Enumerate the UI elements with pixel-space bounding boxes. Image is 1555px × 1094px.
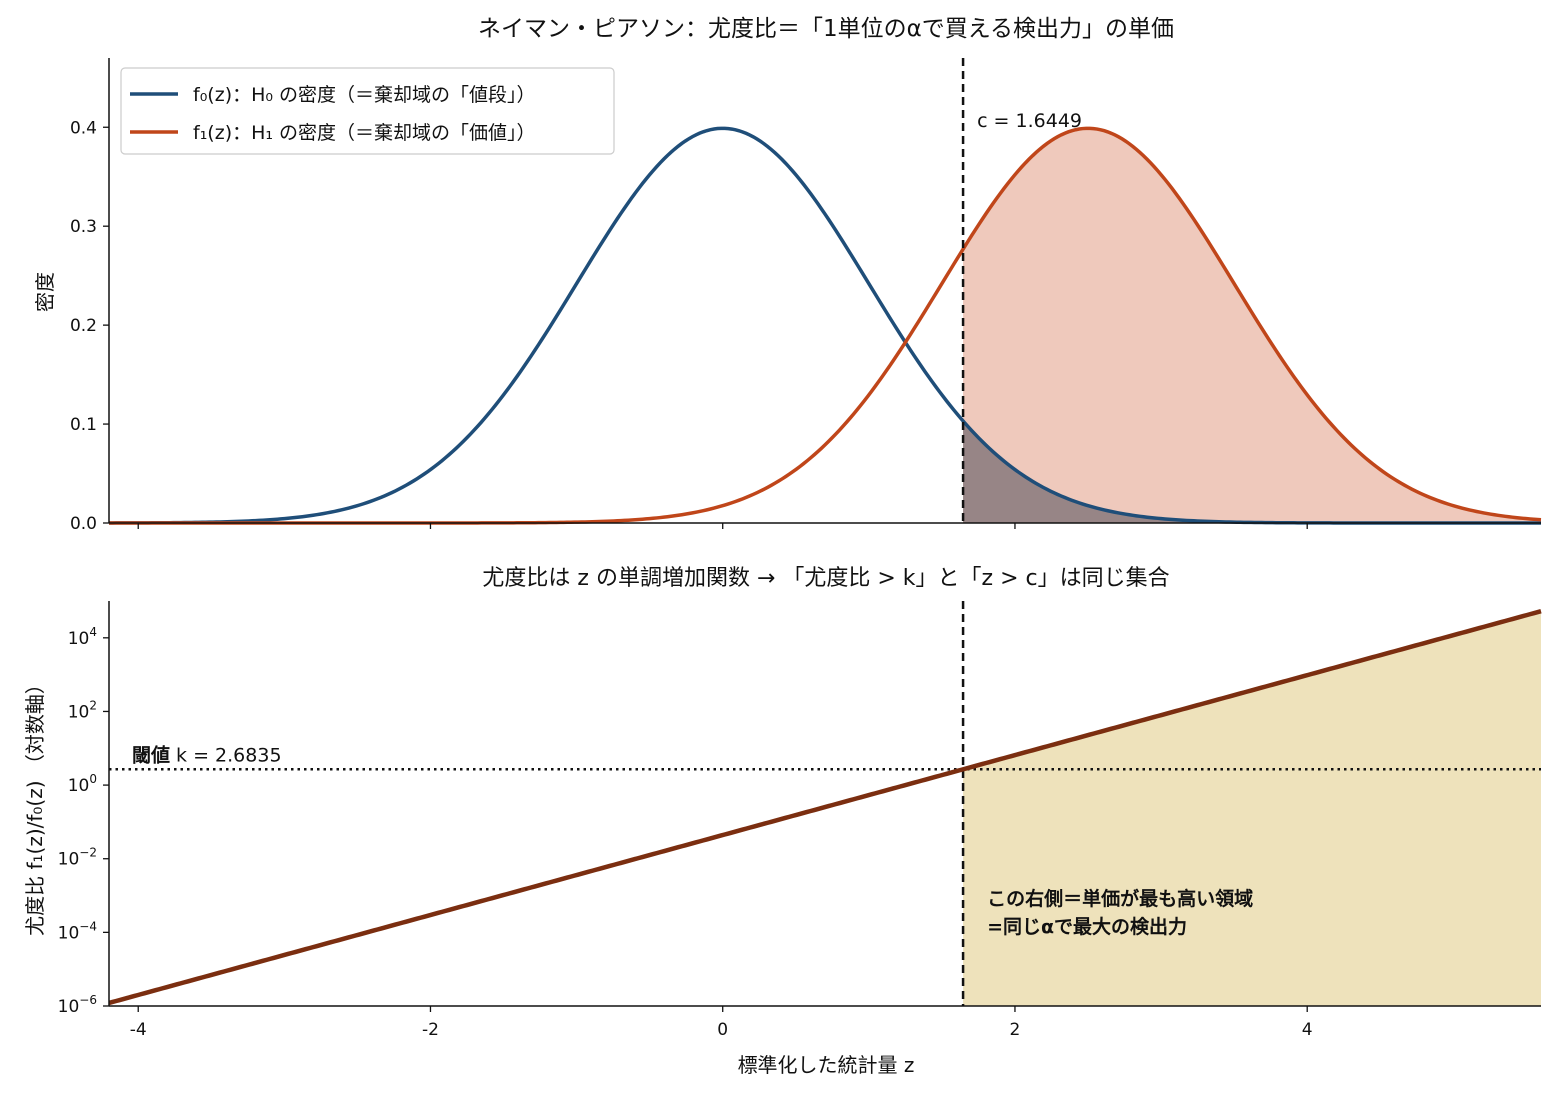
top-x-ticks <box>137 523 1308 529</box>
threshold-k-label-bold: 閾値 <box>132 744 170 766</box>
top-y-tick-label: 0.1 <box>70 415 97 435</box>
top-y-tick-label: 0.2 <box>70 316 97 336</box>
bottom-plot-area: 閾値 k = 2.6835 この右側＝単価が最も高い領域 =同じαで最大の検出力 <box>108 601 1542 1006</box>
top-critical-value-label: c = 1.6449 <box>977 110 1082 132</box>
likelihood-ratio-line <box>108 609 1542 1006</box>
bottom-chart-title: 尤度比は z の単調増加関数 → 「尤度比 > k」と「z > c」は同じ集合 <box>482 566 1169 591</box>
top-y-tick-label: 0.0 <box>70 514 97 534</box>
bottom-y-tick-label: 10−2 <box>58 846 97 870</box>
bottom-y-tick-label: 10−4 <box>58 919 97 943</box>
legend-frame <box>120 67 615 155</box>
top-legend: f₀(z)：H₀ の密度（＝棄却域の「値段」） f₁(z)：H₁ の密度（＝棄却… <box>120 67 615 155</box>
bottom-y-tick-label: 10−6 <box>58 993 97 1017</box>
rejection-region-note-line-1: この右側＝単価が最も高い領域 <box>987 887 1253 910</box>
bottom-x-axis-label: 標準化した統計量 z <box>738 1053 915 1077</box>
top-y-tick-label: 0.3 <box>70 217 97 237</box>
legend-h0-label: f₀(z)：H₀ の密度（＝棄却域の「値段」） <box>193 84 536 106</box>
bottom-x-tick-label: 0 <box>717 1020 728 1040</box>
top-y-ticks: 0.0 0.1 0.2 0.3 0.4 <box>70 118 109 534</box>
bottom-x-tick-label: -2 <box>422 1020 439 1040</box>
threshold-k-label-value: k = 2.6835 <box>170 744 282 766</box>
threshold-k-label: 閾値 k = 2.6835 <box>132 744 282 766</box>
top-chart-title: ネイマン・ピアソン：尤度比＝「1単位のαで買える検出力」の単価 <box>478 16 1174 42</box>
bottom-x-ticks: -4 -2 0 2 4 <box>130 1006 1313 1040</box>
bottom-rejection-region-fill <box>963 611 1541 1006</box>
bottom-x-tick-label: 2 <box>1010 1020 1021 1040</box>
bottom-y-ticks: 10−6 10−4 10−2 100 102 104 <box>58 625 109 1017</box>
bottom-y-tick-label: 104 <box>68 625 97 649</box>
bottom-y-tick-label: 100 <box>68 772 97 796</box>
bottom-x-tick-label: -4 <box>130 1020 147 1040</box>
rejection-region-note-line-2: =同じαで最大の検出力 <box>987 915 1187 938</box>
bottom-y-axis-label: 尤度比 f₁(z)/f₀(z) （対数軸） <box>23 674 47 936</box>
bottom-x-tick-label: 4 <box>1302 1020 1313 1040</box>
top-h1-rejection-fill <box>963 128 1541 523</box>
legend-h1-label: f₁(z)：H₁ の密度（＝棄却域の「価値」） <box>193 122 536 144</box>
top-y-tick-label: 0.4 <box>70 118 97 138</box>
bottom-y-tick-label: 102 <box>68 698 97 722</box>
top-y-axis-label: 密度 <box>33 272 57 312</box>
top-h0-rejection-fill <box>963 420 1541 523</box>
